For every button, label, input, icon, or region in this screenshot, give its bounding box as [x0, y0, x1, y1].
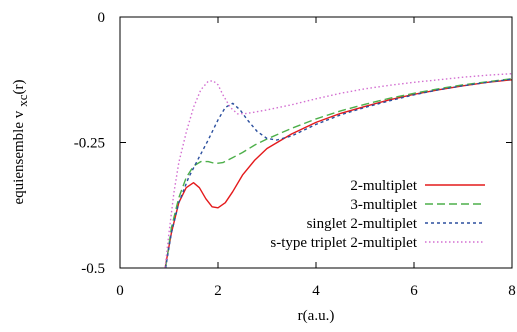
label-layer: 0 2 4 6 8 0 -0.25 -0.5 — [74, 10, 516, 299]
y-tick-label-0: 0 — [98, 10, 106, 26]
legend-label-1: 2-multiplet — [350, 178, 417, 194]
legend-label-2: 3-multiplet — [350, 197, 417, 213]
x-tick-label-1: 2 — [214, 283, 222, 299]
y-axis-label-main: equiensemble v — [11, 110, 27, 204]
y-tick-label-2: -0.5 — [81, 261, 105, 277]
x-tick-label-3: 6 — [410, 283, 418, 299]
legend-label-4: s-type triplet 2-multiplet — [270, 235, 417, 251]
series-line-4 — [164, 73, 512, 268]
y-axis-label-tail: (r) — [11, 79, 27, 94]
y-axis-label: equiensemble v xc(r) — [11, 79, 30, 204]
x-tick-label-4: 8 — [508, 283, 516, 299]
x-tick-label-0: 0 — [116, 283, 124, 299]
legend: 2-multiplet 3-multiplet singlet 2-multiple… — [270, 178, 485, 251]
series-line-1 — [164, 79, 512, 268]
series-layer — [164, 73, 512, 268]
y-axis-label-subscript: xc — [15, 94, 30, 107]
series-line-2 — [164, 78, 512, 268]
series-line-3 — [164, 78, 512, 268]
x-axis-label: r(a.u.) — [298, 308, 335, 324]
x-tick-label-2: 4 — [312, 283, 320, 299]
y-tick-label-1: -0.25 — [74, 136, 105, 152]
tick-layer — [119, 16, 513, 269]
legend-label-3: singlet 2-multiplet — [307, 216, 418, 232]
